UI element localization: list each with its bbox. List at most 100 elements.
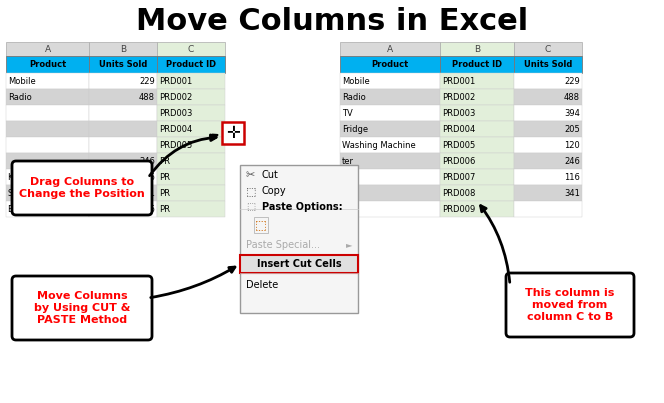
Text: PRD003: PRD003 <box>442 108 475 118</box>
FancyBboxPatch shape <box>12 276 152 340</box>
Text: C: C <box>188 44 194 54</box>
Text: 488: 488 <box>564 93 580 102</box>
Text: PR: PR <box>159 172 170 181</box>
Text: PRD005: PRD005 <box>442 141 475 150</box>
Text: ms: ms <box>342 172 355 181</box>
FancyBboxPatch shape <box>6 89 89 105</box>
FancyBboxPatch shape <box>89 56 157 73</box>
FancyBboxPatch shape <box>157 121 225 137</box>
FancyBboxPatch shape <box>340 73 440 89</box>
Text: ⬚: ⬚ <box>255 218 267 231</box>
Text: Washing Machine: Washing Machine <box>342 141 416 150</box>
FancyBboxPatch shape <box>157 105 225 121</box>
FancyBboxPatch shape <box>6 121 89 137</box>
Text: Paste Options:: Paste Options: <box>262 202 343 212</box>
Text: ✛: ✛ <box>226 124 240 142</box>
FancyBboxPatch shape <box>440 153 514 169</box>
FancyBboxPatch shape <box>157 153 225 169</box>
FancyBboxPatch shape <box>514 201 582 217</box>
FancyBboxPatch shape <box>514 185 582 201</box>
Text: ⬚: ⬚ <box>246 202 255 212</box>
Text: 205: 205 <box>564 125 580 133</box>
Text: es: es <box>342 189 352 197</box>
Text: 296: 296 <box>139 204 155 214</box>
Text: PRD008: PRD008 <box>442 189 475 197</box>
FancyBboxPatch shape <box>6 201 89 217</box>
FancyBboxPatch shape <box>6 56 89 73</box>
Text: 488: 488 <box>139 93 155 102</box>
FancyBboxPatch shape <box>6 105 89 121</box>
FancyBboxPatch shape <box>340 56 440 73</box>
Text: Insert Cut Cells: Insert Cut Cells <box>257 259 341 269</box>
FancyBboxPatch shape <box>440 89 514 105</box>
FancyBboxPatch shape <box>157 56 225 73</box>
Text: 120: 120 <box>564 141 580 150</box>
FancyBboxPatch shape <box>6 137 89 153</box>
FancyBboxPatch shape <box>440 73 514 89</box>
Text: Move Columns
by Using CUT &
PASTE Method: Move Columns by Using CUT & PASTE Method <box>34 291 130 324</box>
FancyBboxPatch shape <box>6 42 89 56</box>
FancyBboxPatch shape <box>240 255 358 273</box>
FancyBboxPatch shape <box>514 73 582 89</box>
Text: Units Sold: Units Sold <box>99 60 147 69</box>
FancyBboxPatch shape <box>157 42 225 56</box>
Text: Units Sold: Units Sold <box>524 60 572 69</box>
FancyBboxPatch shape <box>514 153 582 169</box>
Text: PRD001: PRD001 <box>442 77 475 85</box>
Text: 394: 394 <box>564 108 580 118</box>
Text: PR: PR <box>159 204 170 214</box>
Text: Cut: Cut <box>262 170 279 180</box>
FancyBboxPatch shape <box>440 169 514 185</box>
Text: ⬚: ⬚ <box>246 186 256 196</box>
Text: 246: 246 <box>564 156 580 166</box>
Text: Kitchen Items: Kitchen Items <box>8 172 66 181</box>
FancyBboxPatch shape <box>440 137 514 153</box>
Text: Radio: Radio <box>8 93 32 102</box>
Text: PRD007: PRD007 <box>442 172 475 181</box>
FancyBboxPatch shape <box>440 105 514 121</box>
Text: Product: Product <box>371 60 408 69</box>
FancyBboxPatch shape <box>514 121 582 137</box>
Text: B: B <box>120 44 126 54</box>
Text: Copy: Copy <box>262 186 287 196</box>
Text: A: A <box>387 44 393 54</box>
FancyBboxPatch shape <box>340 153 440 169</box>
FancyBboxPatch shape <box>157 89 225 105</box>
FancyBboxPatch shape <box>440 121 514 137</box>
FancyBboxPatch shape <box>514 169 582 185</box>
FancyBboxPatch shape <box>89 105 157 121</box>
FancyBboxPatch shape <box>12 161 152 215</box>
Text: Product: Product <box>29 60 66 69</box>
Text: Bulbs LED: Bulbs LED <box>8 204 50 214</box>
Text: 229: 229 <box>564 77 580 85</box>
Text: PRD002: PRD002 <box>159 93 193 102</box>
FancyBboxPatch shape <box>89 121 157 137</box>
FancyBboxPatch shape <box>440 56 514 73</box>
Text: ►: ► <box>345 241 352 249</box>
Text: 116: 116 <box>564 172 580 181</box>
Text: PRD009: PRD009 <box>442 204 475 214</box>
FancyBboxPatch shape <box>89 153 157 169</box>
FancyBboxPatch shape <box>89 73 157 89</box>
FancyBboxPatch shape <box>157 185 225 201</box>
FancyBboxPatch shape <box>440 185 514 201</box>
FancyBboxPatch shape <box>514 137 582 153</box>
FancyBboxPatch shape <box>514 89 582 105</box>
Text: PR: PR <box>159 189 170 197</box>
FancyBboxPatch shape <box>89 169 157 185</box>
Text: TV: TV <box>342 108 353 118</box>
FancyBboxPatch shape <box>6 153 89 169</box>
FancyBboxPatch shape <box>340 89 440 105</box>
Text: Drag Columns to
Change the Position: Drag Columns to Change the Position <box>19 177 145 199</box>
FancyBboxPatch shape <box>6 169 89 185</box>
Text: Radio: Radio <box>342 93 366 102</box>
Text: Product ID: Product ID <box>166 60 216 69</box>
Text: Sound Boxes: Sound Boxes <box>8 189 62 197</box>
FancyBboxPatch shape <box>340 169 440 185</box>
FancyBboxPatch shape <box>340 201 440 217</box>
Text: 341: 341 <box>139 189 155 197</box>
Text: This column is
moved from
column C to B: This column is moved from column C to B <box>525 289 615 322</box>
FancyBboxPatch shape <box>6 185 89 201</box>
FancyBboxPatch shape <box>514 105 582 121</box>
FancyBboxPatch shape <box>89 89 157 105</box>
